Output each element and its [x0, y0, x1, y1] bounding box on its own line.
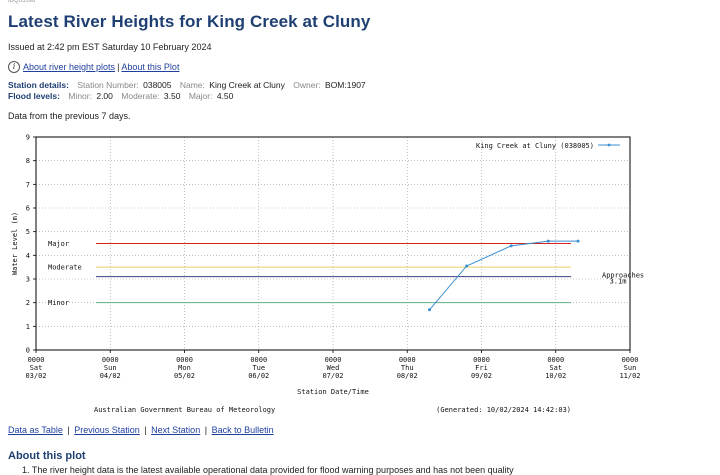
- flood-major-label: Major:: [188, 91, 213, 101]
- x-tick-date: 09/02: [471, 372, 492, 380]
- legend-label: King Creek at Cluny (038005): [476, 142, 594, 150]
- approach-label: Approaches: [602, 272, 644, 280]
- x-tick-time: 0000: [28, 356, 45, 364]
- x-tick-day: Wed: [327, 364, 340, 372]
- about-plot-heading: About this plot: [8, 450, 86, 462]
- previous-station-link[interactable]: Previous Station: [74, 425, 140, 435]
- x-tick-date: 11/02: [619, 372, 640, 380]
- period-note: Data from the previous 7 days.: [8, 111, 131, 121]
- series-group: [428, 239, 580, 312]
- data-point: [576, 239, 580, 243]
- y-tick-label: 8: [26, 157, 30, 165]
- data-point: [428, 308, 432, 312]
- flood-moderate-value: 3.50: [163, 91, 181, 101]
- top-links: i About river height plots | About this …: [8, 61, 179, 73]
- data-as-table-link[interactable]: Data as Table: [8, 425, 63, 435]
- page-title: Latest River Heights for King Creek at C…: [8, 12, 371, 31]
- x-tick-day: Thu: [401, 364, 414, 372]
- x-axis: 0000Sat03/020000Sun04/020000Mon05/020000…: [25, 350, 641, 380]
- station-number: 038005: [143, 80, 172, 90]
- station-owner: BOM:1907: [325, 80, 366, 90]
- flood-moderate-label: Moderate:: [121, 91, 160, 101]
- approach-value-label: 3.1m: [610, 278, 627, 286]
- flood-minor-label: Minor:: [68, 91, 92, 101]
- x-tick-time: 0000: [176, 356, 193, 364]
- y-axis-label: Water Level (m): [11, 212, 19, 275]
- y-tick-label: 4: [26, 252, 30, 260]
- x-tick-time: 0000: [473, 356, 490, 364]
- threshold-label-moderate: Moderate: [48, 264, 82, 272]
- x-tick-day: Sat: [30, 364, 43, 372]
- station-details-row: Station details: Station Number: 038005 …: [8, 80, 366, 91]
- x-tick-day: Tue: [252, 364, 265, 372]
- threshold-label-major: Major: [48, 240, 69, 248]
- about-this-plot-link[interactable]: About this Plot: [121, 62, 180, 72]
- station-name: King Creek at Cluny: [209, 80, 285, 90]
- x-tick-date: 10/02: [545, 372, 566, 380]
- x-tick-date: 06/02: [248, 372, 269, 380]
- y-tick-label: 7: [26, 181, 30, 189]
- x-tick-date: 07/02: [322, 372, 343, 380]
- x-tick-time: 0000: [399, 356, 416, 364]
- x-tick-day: Sun: [104, 364, 117, 372]
- x-tick-day: Mon: [178, 364, 191, 372]
- back-to-bulletin-link[interactable]: Back to Bulletin: [211, 425, 274, 435]
- x-tick-time: 0000: [622, 356, 639, 364]
- y-tick-label: 3: [26, 276, 30, 284]
- y-tick-label: 5: [26, 228, 30, 236]
- chart-footer-bureau: Australian Government Bureau of Meteorol…: [94, 406, 275, 414]
- station-details-heading: Station details:: [8, 80, 69, 90]
- x-tick-day: Fri: [475, 364, 488, 372]
- flood-minor-value: 2.00: [96, 91, 113, 101]
- issued-timestamp: Issued at 2:42 pm EST Saturday 10 Februa…: [8, 42, 212, 52]
- x-tick-day: Sat: [549, 364, 562, 372]
- x-axis-label: Station Date/Time: [297, 388, 369, 396]
- link-separator: |: [67, 425, 70, 435]
- x-tick-date: 05/02: [174, 372, 195, 380]
- link-separator: |: [204, 425, 208, 435]
- about-plot-note: 1. The river height data is the latest a…: [22, 465, 514, 475]
- x-tick-time: 0000: [102, 356, 119, 364]
- x-tick-day: Sun: [624, 364, 637, 372]
- station-owner-label: Owner:: [293, 80, 321, 90]
- station-number-label: Station Number:: [77, 80, 139, 90]
- product-id: IDQ65398: [8, 0, 36, 4]
- chart-footer-generated: (Generated: 10/02/2024 14:42:03): [436, 406, 571, 414]
- bottom-links: Data as Table | Previous Station | Next …: [8, 425, 274, 435]
- x-tick-time: 0000: [250, 356, 267, 364]
- chart-legend: King Creek at Cluny (038005): [476, 142, 620, 150]
- flood-levels-heading: Flood levels:: [8, 91, 60, 101]
- data-point: [509, 244, 513, 248]
- y-axis: 0 1 2 3 4 5 6 7 8 9: [26, 134, 36, 355]
- data-point: [465, 264, 469, 268]
- station-name-label: Name:: [179, 80, 205, 90]
- y-tick-label: 9: [26, 134, 30, 142]
- x-tick-date: 08/02: [397, 372, 418, 380]
- link-separator: |: [144, 425, 147, 435]
- flood-major-value: 4.50: [216, 91, 234, 101]
- x-tick-time: 0000: [325, 356, 342, 364]
- threshold-label-minor: Minor: [48, 299, 69, 307]
- x-tick-date: 03/02: [25, 372, 46, 380]
- legend-marker: [607, 143, 611, 147]
- station-details: Station details: Station Number: 038005 …: [8, 80, 366, 102]
- next-station-link[interactable]: Next Station: [151, 425, 201, 435]
- about-river-heights-link[interactable]: About river height plots: [23, 62, 116, 72]
- y-tick-label: 6: [26, 205, 30, 213]
- y-tick-label: 1: [26, 323, 30, 331]
- flood-levels-row: Flood levels: Minor: 2.00 Moderate: 3.50…: [8, 91, 366, 102]
- x-tick-time: 0000: [547, 356, 564, 364]
- info-icon: i: [8, 61, 20, 73]
- x-tick-date: 04/02: [100, 372, 121, 380]
- y-tick-label: 0: [26, 347, 30, 355]
- data-point: [546, 239, 550, 243]
- link-separator: |: [117, 62, 120, 72]
- y-tick-label: 2: [26, 299, 30, 307]
